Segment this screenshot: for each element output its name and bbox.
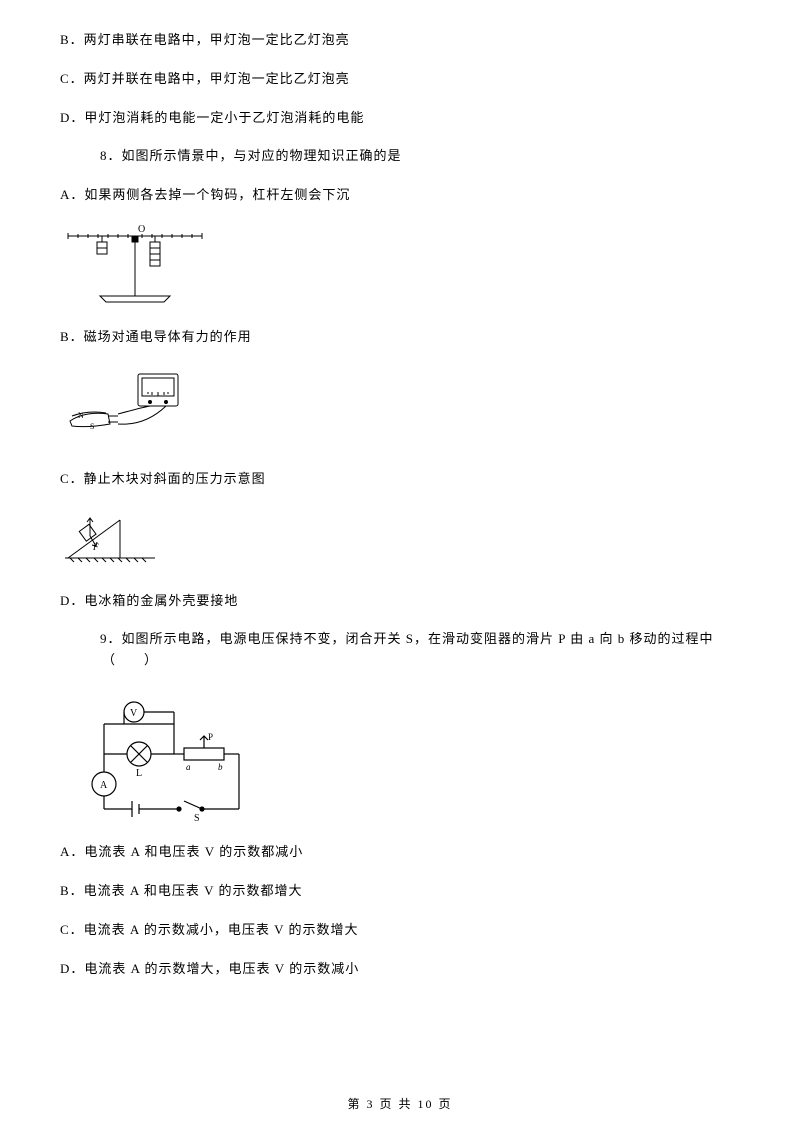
q9-stem: 9．如图所示电路，电源电压保持不变，闭合开关 S，在滑动变阻器的滑片 P 由 a…	[100, 629, 740, 676]
q8-option-c: C．静止木块对斜面的压力示意图	[60, 469, 740, 490]
q9-option-b: B．电流表 A 和电压表 V 的示数都增大	[60, 881, 740, 902]
q8-figure-a-lever: O	[60, 224, 740, 309]
q9-paren: （ ）	[102, 652, 158, 667]
q8-option-a: A．如果两侧各去掉一个钩码，杠杆左侧会下沉	[60, 185, 740, 206]
svg-text:L: L	[136, 768, 142, 779]
svg-text:N: N	[78, 411, 84, 420]
q9-figure-circuit: V L P a b S	[74, 694, 740, 824]
svg-text:S: S	[194, 813, 200, 824]
q8-stem: 8．如图所示情景中，与对应的物理知识正确的是	[100, 146, 740, 167]
svg-text:O: O	[138, 224, 145, 235]
page-footer: 第 3 页 共 10 页	[0, 1095, 800, 1114]
q9-stem-text: 9．如图所示电路，电源电压保持不变，闭合开关 S，在滑动变阻器的滑片 P 由 a…	[100, 631, 714, 646]
svg-text:a: a	[186, 762, 191, 772]
q9-option-c: C．电流表 A 的示数减小，电压表 V 的示数增大	[60, 920, 740, 941]
q9-option-a: A．电流表 A 和电压表 V 的示数都减小	[60, 842, 740, 863]
svg-text:F: F	[92, 542, 99, 552]
q8-option-b: B．磁场对通电导体有力的作用	[60, 327, 740, 348]
svg-text:P: P	[208, 732, 213, 742]
svg-text:A: A	[100, 780, 108, 791]
q7-option-b: B．两灯串联在电路中，甲灯泡一定比乙灯泡亮	[60, 30, 740, 51]
svg-text:b: b	[218, 762, 223, 772]
q7-option-d: D．甲灯泡消耗的电能一定小于乙灯泡消耗的电能	[60, 108, 740, 129]
q8-figure-b-magnet: N S	[60, 366, 740, 451]
q7-option-c: C．两灯并联在电路中，甲灯泡一定比乙灯泡亮	[60, 69, 740, 90]
q9-option-d: D．电流表 A 的示数增大，电压表 V 的示数减小	[60, 959, 740, 980]
q8-option-d: D．电冰箱的金属外壳要接地	[60, 591, 740, 612]
svg-text:V: V	[130, 708, 138, 719]
svg-text:S: S	[90, 422, 94, 431]
q8-figure-c-incline: F	[60, 508, 740, 573]
